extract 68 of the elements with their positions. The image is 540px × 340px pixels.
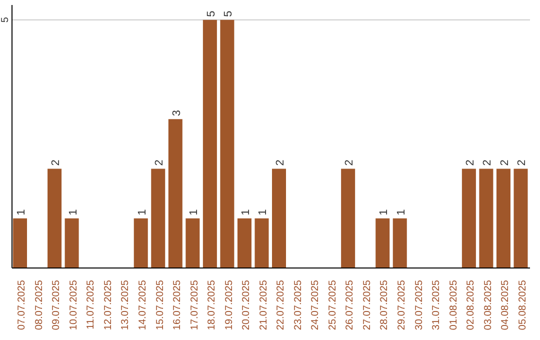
bar [48,168,62,268]
x-tick-label: 28.07.2025 [379,280,390,330]
x-tick-label: 16.07.2025 [172,280,184,330]
x-tick-label: 02.08.2025 [466,280,477,330]
bar [237,218,252,268]
data-label: 5 [222,10,235,17]
x-tick-label: 17.07.2025 [189,280,200,330]
bar [392,218,407,268]
data-label: 5 [205,10,218,17]
x-tick-label: 20.07.2025 [241,280,252,330]
x-tick-label: 05.08.2025 [517,280,528,330]
x-tick-label: 21.07.2025 [258,280,270,330]
bar [168,119,182,268]
x-tick-label: 18.07.2025 [206,280,218,330]
x-tick-label: 01.08.2025 [448,280,460,330]
x-tick-label: 13.07.2025 [120,280,132,330]
data-label: 1 [378,209,390,216]
x-tick-label: 07.07.2025 [16,280,28,330]
x-tick-label: 19.07.2025 [224,280,235,330]
data-label: 1 [67,209,80,216]
bar [514,168,528,268]
x-tick-label: 25.07.2025 [327,280,338,330]
x-tick-label: 26.07.2025 [344,280,356,330]
bar [151,168,166,268]
x-tick-label: 24.07.2025 [310,280,322,330]
data-label: 2 [274,160,286,166]
data-label: 3 [170,110,183,116]
bar [341,168,356,268]
x-tick-label: 08.07.2025 [34,280,45,330]
bar [220,20,234,268]
x-tick-label: 22.07.2025 [276,280,287,330]
data-label: 2 [344,160,356,166]
x-tick-label: 29.07.2025 [396,280,408,330]
x-tick-label: 11.07.2025 [86,280,97,330]
bar [202,20,217,268]
x-tick-label: 14.07.2025 [138,280,148,330]
data-label: 2 [498,160,511,166]
bar [186,218,200,268]
data-label: 1 [136,209,148,216]
bar [64,218,79,268]
x-tick-label: 10.07.2025 [68,280,80,330]
data-label: 2 [154,160,166,166]
x-tick-label: 15.07.2025 [154,280,166,330]
bar [376,218,390,268]
bar [479,168,494,268]
data-label: 2 [482,160,494,166]
x-tick-label: 27.07.2025 [362,280,373,330]
data-label: 2 [516,160,528,166]
x-tick-label: 09.07.2025 [51,280,62,330]
data-label: 1 [257,209,270,216]
bar [134,218,148,268]
x-tick-label: 31.07.2025 [431,280,442,330]
data-label: 2 [464,160,476,166]
x-tick-label: 23.07.2025 [292,280,304,330]
bar [496,168,510,268]
x-tick-label: 30.07.2025 [414,280,425,330]
data-label: 1 [240,209,252,216]
data-label: 1 [395,209,408,216]
data-label: 1 [16,209,28,216]
x-tick-label: 12.07.2025 [102,280,114,330]
x-tick-label: 04.08.2025 [500,280,512,330]
bar [13,218,27,268]
bar [272,168,286,268]
data-label: 2 [50,160,62,166]
bar [254,218,269,268]
x-tick-label: 03.08.2025 [482,280,494,330]
data-label: 1 [188,209,200,216]
bar [462,168,476,268]
